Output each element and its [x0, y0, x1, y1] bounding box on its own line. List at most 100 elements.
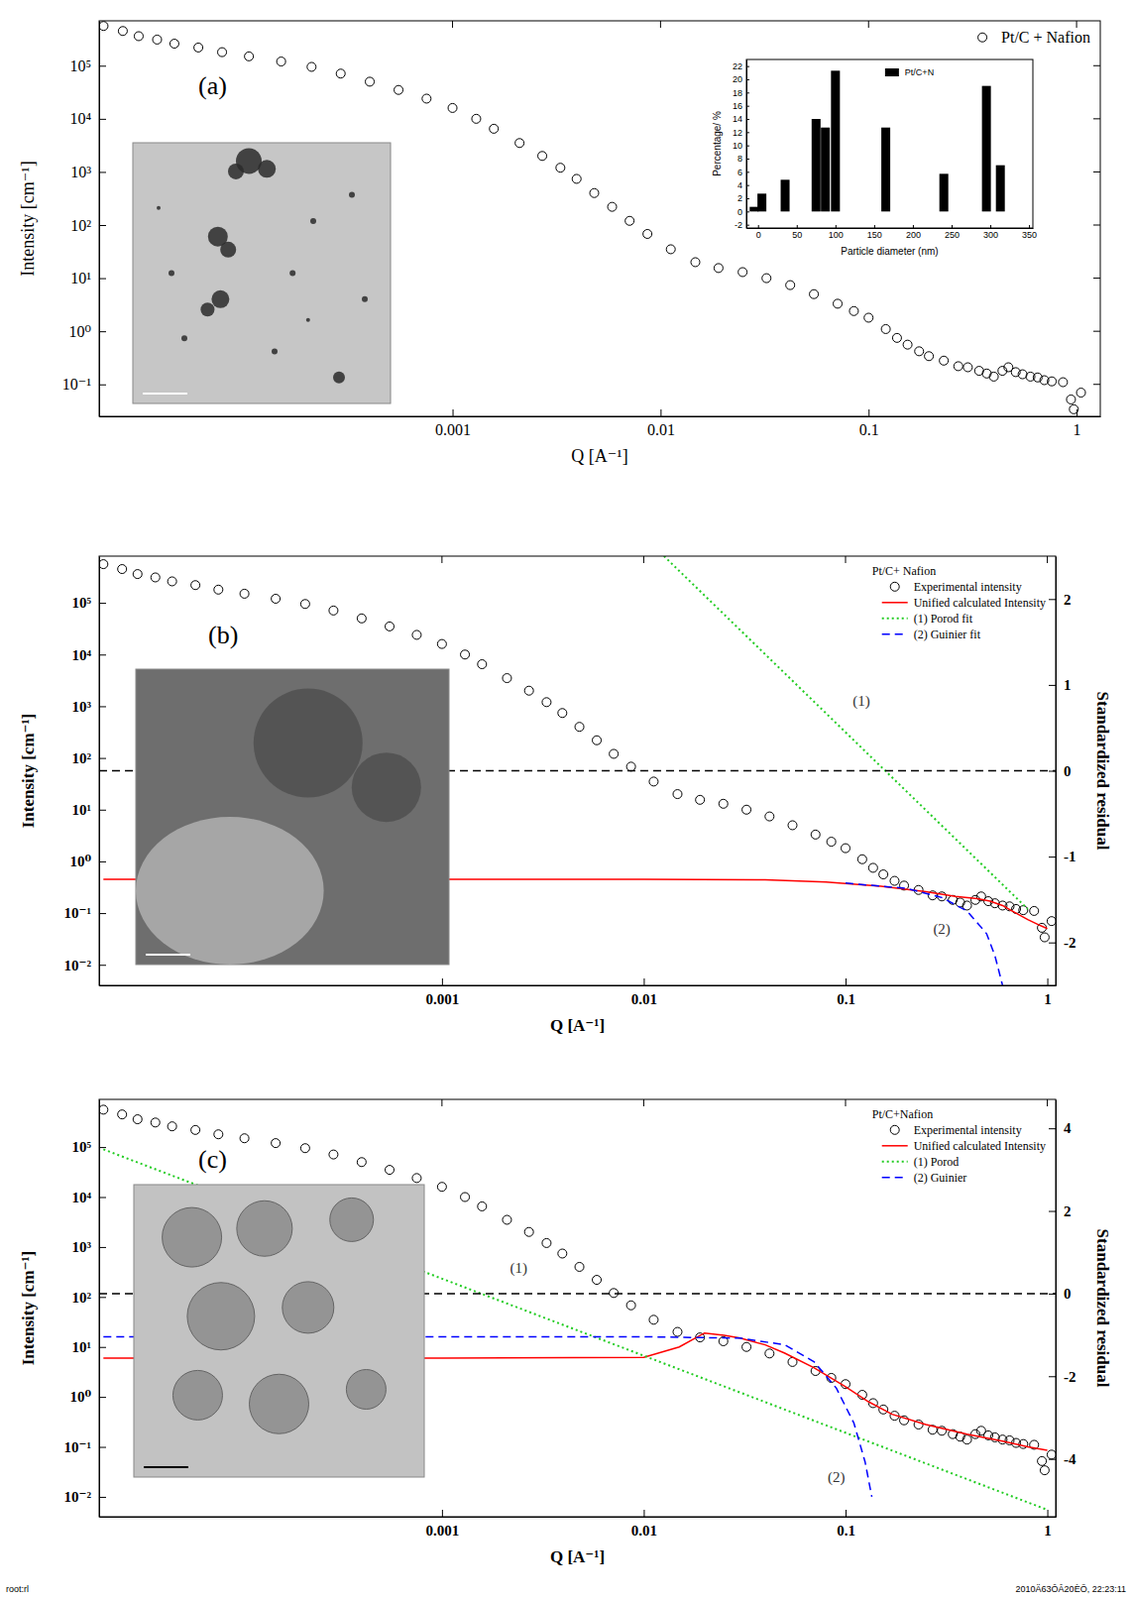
y-axis: 10⁻²10⁻¹10⁰10¹10²10³10⁴10⁵: [64, 557, 107, 987]
tick-label: 0.01: [631, 991, 658, 1008]
tick-mark: [1093, 65, 1101, 67]
tick-label: -2: [1063, 934, 1077, 951]
tick-label: 10⁰: [69, 323, 92, 340]
tick-label: 22: [732, 61, 743, 72]
legend-label: Pt/C+N: [905, 67, 934, 78]
tick: -1: [1048, 848, 1077, 865]
tick: 10⁴: [72, 647, 108, 664]
tick-label: 10²: [72, 1289, 93, 1306]
tick-label: 1: [1043, 1522, 1052, 1539]
tick: 4: [737, 180, 750, 191]
tick-mark: [1046, 1099, 1048, 1107]
data-point: [1039, 932, 1049, 942]
panel: 0.0010.010.1110⁻²10⁻¹10⁰10¹10²10³10⁴10⁵-…: [5, 1099, 1127, 1594]
tick: 10⁰: [69, 853, 107, 870]
data-point: [903, 339, 912, 349]
tick-mark: [1048, 771, 1056, 773]
tick-label: 10⁻¹: [64, 1439, 92, 1456]
tick: 200: [905, 225, 921, 240]
tick-mark: [868, 20, 870, 28]
tick-label: 0.01: [631, 1522, 658, 1539]
tick: -2: [1048, 934, 1077, 951]
tick-label: -4: [1063, 1451, 1077, 1468]
tick-mark: [868, 409, 870, 417]
tick: 4: [1048, 1120, 1072, 1136]
image-detail: [162, 1207, 223, 1267]
tick-mark: [99, 225, 107, 227]
tick-mark: [442, 978, 444, 986]
tick-mark: [643, 1509, 645, 1517]
bar: [820, 127, 830, 213]
data-point: [477, 1201, 487, 1211]
axis-line: [747, 227, 1034, 229]
tick: 150: [867, 225, 883, 240]
data-point: [365, 77, 375, 87]
data-point: [460, 650, 470, 660]
axis-line: [99, 557, 101, 987]
data-point: [169, 39, 179, 49]
tick-label: 0.01: [647, 421, 676, 439]
data-point: [152, 34, 162, 44]
tick: 0: [737, 207, 750, 218]
data-point: [300, 1143, 310, 1153]
data-point: [914, 346, 924, 356]
tick-label: 100: [828, 229, 844, 240]
data-point: [626, 1300, 636, 1310]
tick: 10⁵: [69, 57, 107, 75]
legend-symbol: [882, 617, 908, 620]
tick-mark: [746, 158, 750, 160]
data-point: [329, 605, 339, 615]
image-detail: [348, 192, 355, 199]
tem-image: [132, 142, 391, 404]
tick-label: -2: [734, 220, 743, 230]
data-point: [892, 333, 902, 342]
data-point: [477, 660, 487, 670]
data-point: [841, 843, 851, 853]
data-point: [239, 1133, 249, 1143]
legend-label: Pt/C + Nafion: [1001, 28, 1091, 46]
annotation: (1): [852, 692, 871, 710]
tick: 10³: [72, 1239, 108, 1255]
tick: 0.1: [859, 409, 880, 439]
image-detail: [330, 1197, 374, 1242]
image-ground: [133, 1184, 425, 1477]
tick-label: 10⁵: [69, 57, 92, 75]
legend-title: Pt/C+ Nafion: [872, 564, 936, 578]
data-point: [786, 280, 795, 290]
tick-label: 10⁰: [69, 1388, 92, 1405]
tick-mark: [99, 602, 107, 604]
data-point: [666, 244, 676, 254]
tick: 0.1: [836, 978, 856, 1008]
image-detail: [236, 1200, 293, 1256]
data-point: [649, 777, 659, 787]
y2-axis-title: Standardized residual: [1093, 691, 1113, 851]
tick: 1: [1043, 1509, 1052, 1539]
data-point: [150, 1118, 160, 1128]
tick-label: 18: [732, 88, 743, 99]
data-point: [542, 697, 552, 707]
data-point: [356, 613, 366, 623]
data-point: [412, 630, 422, 640]
tick-label: 350: [1021, 229, 1037, 240]
data-point: [649, 1315, 659, 1325]
scale-bar: [142, 392, 188, 395]
data-point: [574, 722, 584, 732]
tick-label: 0.001: [425, 991, 459, 1008]
tick-label: 0.1: [859, 421, 880, 439]
data-point: [574, 1261, 584, 1271]
tick-mark: [1048, 856, 1056, 858]
legend-label: Unified calculated Intensity: [913, 595, 1046, 610]
tick-mark: [874, 225, 876, 228]
data-point: [538, 151, 548, 161]
x-axis: 0.0010.010.11: [100, 409, 1102, 439]
y-axis: -20246810121416182022: [732, 60, 750, 231]
tick: 0.01: [631, 1509, 658, 1539]
tick: 10²: [72, 750, 108, 767]
tick-mark: [1076, 20, 1078, 28]
image-detail: [361, 296, 368, 303]
data-point: [857, 854, 867, 864]
image-detail: [351, 752, 422, 822]
data-point: [356, 1157, 366, 1167]
data-point: [849, 306, 859, 316]
image-region: [135, 816, 325, 965]
